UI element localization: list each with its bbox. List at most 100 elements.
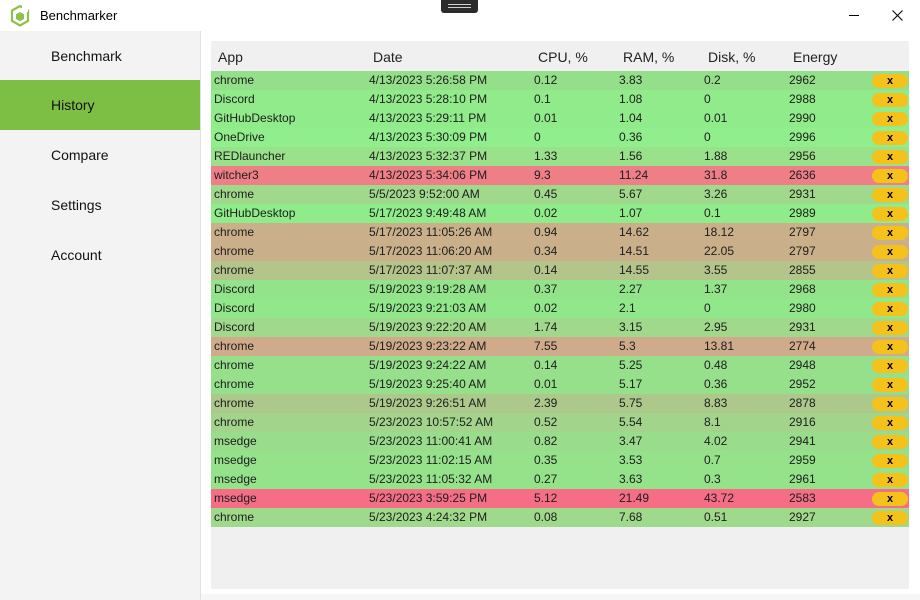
cell-disk: 0 bbox=[704, 130, 711, 144]
table-row[interactable]: chrome 5/19/2023 9:23:22 AM 7.55 5.3 13.81 27… bbox=[211, 337, 909, 356]
delete-row-button[interactable]: x bbox=[872, 131, 908, 145]
delete-row-button[interactable]: x bbox=[872, 226, 908, 240]
delete-row-button[interactable]: x bbox=[872, 511, 908, 525]
sidebar-item-label: Account bbox=[51, 247, 102, 263]
cell-cpu: 0.52 bbox=[534, 415, 558, 429]
delete-row-button[interactable]: x bbox=[872, 74, 908, 88]
cell-ram: 5.3 bbox=[619, 339, 636, 353]
delete-row-button[interactable]: x bbox=[872, 150, 908, 164]
cell-energy: 2980 bbox=[789, 301, 816, 315]
table-row[interactable]: msedge 5/23/2023 11:00:41 AM 0.82 3.47 4.02 2… bbox=[211, 432, 909, 451]
column-header-cpu[interactable]: CPU, % bbox=[538, 49, 588, 65]
sidebar-item-settings[interactable]: Settings bbox=[0, 180, 200, 230]
table-row[interactable]: GitHubDesktop 4/13/2023 5:29:11 PM 0.01 1.0… bbox=[211, 109, 909, 128]
delete-row-button[interactable]: x bbox=[872, 397, 908, 411]
drag-handle[interactable] bbox=[441, 0, 478, 13]
table-row[interactable]: chrome 5/17/2023 11:05:26 AM 0.94 14.62 18.1… bbox=[211, 223, 909, 242]
delete-row-button[interactable]: x bbox=[872, 454, 908, 468]
sidebar-item-label: Compare bbox=[51, 147, 109, 163]
delete-row-button[interactable]: x bbox=[872, 416, 908, 430]
cell-ram: 1.07 bbox=[619, 206, 643, 220]
delete-row-button[interactable]: x bbox=[872, 93, 908, 107]
table-row[interactable]: chrome 4/13/2023 5:26:58 PM 0.12 3.83 0.2 296… bbox=[211, 71, 909, 90]
table-row[interactable]: Discord 5/19/2023 9:21:03 AM 0.02 2.1 0 2980 x bbox=[211, 299, 909, 318]
column-header-app[interactable]: App bbox=[218, 49, 243, 65]
table-row[interactable]: chrome 5/17/2023 11:06:20 AM 0.34 14.51 22.0… bbox=[211, 242, 909, 261]
cell-date: 5/19/2023 9:26:51 AM bbox=[369, 396, 487, 410]
table-row[interactable]: chrome 5/5/2023 9:52:00 AM 0.45 5.67 3.26 293… bbox=[211, 185, 909, 204]
cell-ram: 5.75 bbox=[619, 396, 643, 410]
cell-date: 5/23/2023 10:57:52 AM bbox=[369, 415, 494, 429]
table-row[interactable]: msedge 5/23/2023 11:05:32 AM 0.27 3.63 0.3 29… bbox=[211, 470, 909, 489]
cell-app: GitHubDesktop bbox=[214, 206, 296, 220]
table-row[interactable]: Discord 5/19/2023 9:22:20 AM 1.74 3.15 2.95 2… bbox=[211, 318, 909, 337]
delete-row-button[interactable]: x bbox=[872, 264, 908, 278]
cell-ram: 5.54 bbox=[619, 415, 643, 429]
cell-date: 5/19/2023 9:21:03 AM bbox=[369, 301, 487, 315]
cell-disk: 4.02 bbox=[704, 434, 728, 448]
cell-cpu: 0.37 bbox=[534, 282, 558, 296]
delete-row-button[interactable]: x bbox=[872, 283, 908, 297]
table-row[interactable]: chrome 5/19/2023 9:25:40 AM 0.01 5.17 0.36 29… bbox=[211, 375, 909, 394]
cell-ram: 5.17 bbox=[619, 377, 643, 391]
delete-row-button[interactable]: x bbox=[872, 492, 908, 506]
table-row[interactable]: chrome 5/23/2023 4:24:32 PM 0.08 7.68 0.51 29… bbox=[211, 508, 909, 527]
column-header-energy[interactable]: Energy bbox=[793, 49, 838, 65]
delete-row-button[interactable]: x bbox=[872, 321, 908, 335]
cell-app: chrome bbox=[214, 225, 255, 239]
close-button[interactable] bbox=[874, 0, 920, 31]
cell-date: 5/23/2023 3:59:25 PM bbox=[369, 491, 488, 505]
cell-app: GitHubDesktop bbox=[214, 111, 296, 125]
cell-energy: 2774 bbox=[789, 339, 816, 353]
sidebar-item-compare[interactable]: Compare bbox=[0, 130, 200, 180]
delete-row-button[interactable]: x bbox=[872, 188, 908, 202]
column-header-date[interactable]: Date bbox=[373, 49, 403, 65]
cell-date: 5/23/2023 11:00:41 AM bbox=[369, 434, 493, 448]
column-header-disk[interactable]: Disk, % bbox=[708, 49, 756, 65]
cell-disk: 0.1 bbox=[704, 206, 721, 220]
delete-row-button[interactable]: x bbox=[872, 302, 908, 316]
sidebar-item-history[interactable]: History bbox=[0, 80, 200, 130]
table-row[interactable]: chrome 5/19/2023 9:26:51 AM 2.39 5.75 8.83 28… bbox=[211, 394, 909, 413]
close-icon bbox=[891, 10, 903, 21]
cell-ram: 3.63 bbox=[619, 472, 643, 486]
delete-row-button[interactable]: x bbox=[872, 473, 908, 487]
delete-row-button[interactable]: x bbox=[872, 207, 908, 221]
delete-row-button[interactable]: x bbox=[872, 359, 908, 373]
table-row[interactable]: Discord 4/13/2023 5:28:10 PM 0.1 1.08 0 2988 x bbox=[211, 90, 909, 109]
delete-row-button[interactable]: x bbox=[872, 435, 908, 449]
delete-row-button[interactable]: x bbox=[872, 245, 908, 259]
cell-ram: 5.25 bbox=[619, 358, 643, 372]
table-row[interactable]: GitHubDesktop 5/17/2023 9:49:48 AM 0.02 1.0… bbox=[211, 204, 909, 223]
delete-row-button[interactable]: x bbox=[872, 378, 908, 392]
cell-energy: 2916 bbox=[789, 415, 816, 429]
table-row[interactable]: OneDrive 4/13/2023 5:30:09 PM 0 0.36 0 2996 x bbox=[211, 128, 909, 147]
cell-ram: 11.24 bbox=[619, 168, 649, 182]
cell-disk: 43.72 bbox=[704, 491, 735, 505]
delete-row-button[interactable]: x bbox=[872, 112, 908, 126]
table-row[interactable]: REDlauncher 4/13/2023 5:32:37 PM 1.33 1.56 1… bbox=[211, 147, 909, 166]
cell-app: chrome bbox=[214, 358, 255, 372]
cell-date: 4/13/2023 5:32:37 PM bbox=[369, 149, 488, 163]
cell-ram: 3.15 bbox=[619, 320, 643, 334]
table-row[interactable]: chrome 5/19/2023 9:24:22 AM 0.14 5.25 0.48 29… bbox=[211, 356, 909, 375]
column-header-ram[interactable]: RAM, % bbox=[623, 49, 675, 65]
table-row[interactable]: witcher3 4/13/2023 5:34:06 PM 9.3 11.24 31.8… bbox=[211, 166, 909, 185]
table-row[interactable]: chrome 5/17/2023 11:07:37 AM 0.14 14.55 3.55… bbox=[211, 261, 909, 280]
table-row[interactable]: Discord 5/19/2023 9:19:28 AM 0.37 2.27 1.37 2… bbox=[211, 280, 909, 299]
cell-disk: 0.48 bbox=[704, 358, 728, 372]
minimize-button[interactable] bbox=[831, 0, 877, 31]
sidebar-item-account[interactable]: Account bbox=[0, 230, 200, 280]
delete-row-button[interactable]: x bbox=[872, 169, 908, 183]
cell-ram: 21.49 bbox=[619, 491, 650, 505]
sidebar-item-benchmark[interactable]: Benchmark bbox=[0, 31, 200, 81]
cell-date: 5/19/2023 9:19:28 AM bbox=[369, 282, 487, 296]
cell-disk: 1.88 bbox=[704, 149, 728, 163]
table-row[interactable]: msedge 5/23/2023 3:59:25 PM 5.12 21.49 43.72… bbox=[211, 489, 909, 508]
table-row[interactable]: msedge 5/23/2023 11:02:15 AM 0.35 3.53 0.7 29… bbox=[211, 451, 909, 470]
delete-row-button[interactable]: x bbox=[872, 340, 908, 354]
table-row[interactable]: chrome 5/23/2023 10:57:52 AM 0.52 5.54 8.1 29… bbox=[211, 413, 909, 432]
cell-cpu: 0.01 bbox=[534, 111, 558, 125]
cell-cpu: 7.55 bbox=[534, 339, 558, 353]
cell-cpu: 0.02 bbox=[534, 301, 558, 315]
